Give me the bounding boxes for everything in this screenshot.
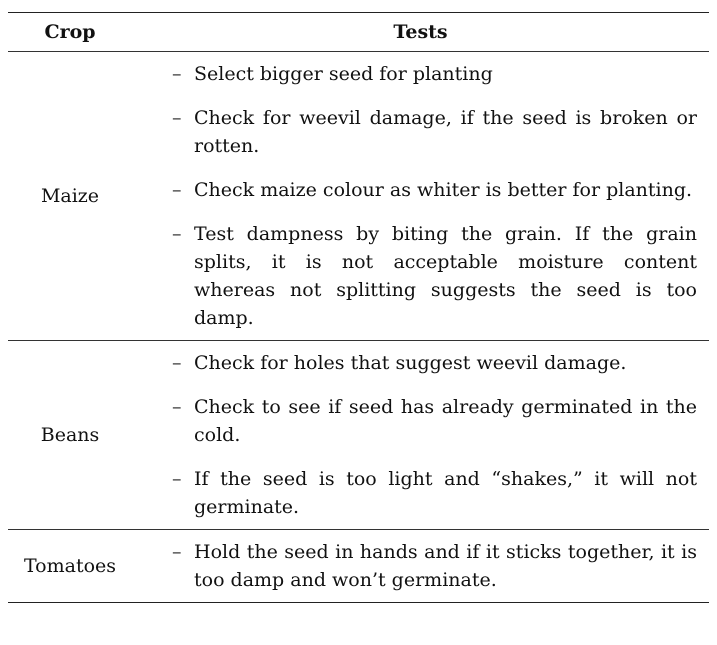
dash-bullet: –	[172, 468, 182, 490]
test-text: Hold the seed in hands and if it sticks …	[194, 541, 697, 591]
row-rule	[8, 340, 709, 341]
tests-list: – Select bigger seed for planting – Chec…	[132, 52, 709, 340]
list-item: – Check for holes that suggest weevil da…	[172, 349, 697, 377]
dash-bullet: –	[172, 396, 182, 418]
top-rule	[8, 12, 709, 13]
test-text: Select bigger seed for planting	[194, 63, 493, 85]
header-rule	[8, 51, 709, 52]
row-rule	[8, 529, 709, 530]
list-item: – Test dampness by biting the grain. If …	[172, 220, 697, 332]
header-tests: Tests	[393, 21, 448, 43]
crop-name: Beans	[40, 424, 100, 446]
dash-bullet: –	[172, 179, 182, 201]
table-row-tomatoes: Tomatoes – Hold the seed in hands and if…	[8, 530, 709, 602]
crop-name: Tomatoes	[23, 555, 117, 577]
list-item: – Hold the seed in hands and if it stick…	[172, 538, 697, 594]
dash-bullet: –	[172, 541, 182, 563]
test-text: Check maize colour as whiter is better f…	[194, 179, 693, 201]
table-row-maize: Maize – Select bigger seed for planting …	[8, 52, 709, 340]
list-item: – Check to see if seed has already germi…	[172, 393, 697, 449]
dash-bullet: –	[172, 107, 182, 129]
test-text: Check for holes that suggest weevil dama…	[194, 352, 627, 374]
test-text: Check for weevil damage, if the seed is …	[194, 107, 697, 157]
header-crop: Crop	[44, 21, 96, 43]
dash-bullet: –	[172, 223, 182, 245]
dash-bullet: –	[172, 352, 182, 374]
list-item: – Select bigger seed for planting	[172, 60, 697, 88]
crop-name: Maize	[40, 185, 100, 207]
test-text: Check to see if seed has already germina…	[194, 396, 697, 446]
tests-list: – Check for holes that suggest weevil da…	[132, 341, 709, 529]
tests-list: – Hold the seed in hands and if it stick…	[132, 530, 709, 602]
dash-bullet: –	[172, 63, 182, 85]
table-header: Crop Tests	[8, 13, 709, 51]
table-row-beans: Beans – Check for holes that suggest wee…	[8, 341, 709, 529]
list-item: – Check maize colour as whiter is better…	[172, 176, 697, 204]
bottom-rule	[8, 602, 709, 603]
test-text: Test dampness by biting the grain. If th…	[194, 223, 697, 329]
list-item: – Check for weevil damage, if the seed i…	[172, 104, 697, 160]
test-text: If the seed is too light and “shakes,” i…	[194, 468, 697, 518]
list-item: – If the seed is too light and “shakes,”…	[172, 465, 697, 521]
seed-tests-table: Crop Tests Maize – Select bigger seed fo…	[8, 12, 709, 603]
